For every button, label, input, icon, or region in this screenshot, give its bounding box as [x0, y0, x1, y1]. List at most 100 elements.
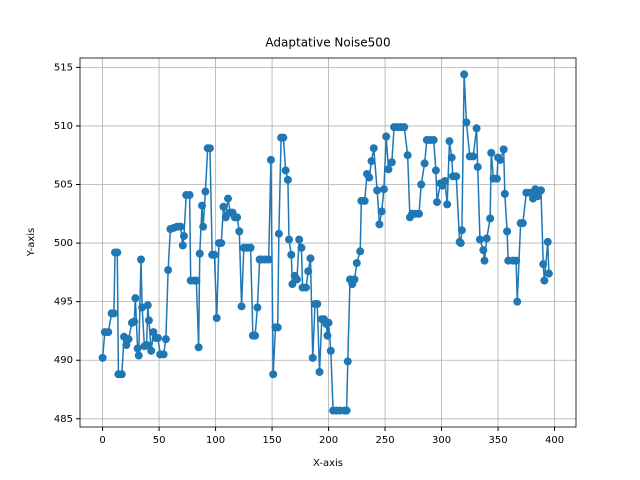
data-point: [356, 247, 365, 256]
data-point: [482, 234, 491, 243]
data-point: [205, 144, 214, 153]
data-point: [326, 346, 335, 355]
data-point: [185, 191, 194, 200]
data-point: [98, 353, 107, 362]
y-tick-label: 515: [54, 62, 73, 73]
data-point: [281, 166, 290, 175]
y-tick-label: 495: [54, 297, 73, 308]
x-tick-label: 400: [545, 435, 564, 446]
data-point: [279, 133, 288, 142]
data-point: [518, 219, 527, 228]
data-point: [479, 246, 488, 255]
data-point: [301, 283, 310, 292]
x-tick-label: 250: [376, 435, 395, 446]
data-point: [251, 331, 260, 340]
data-point: [287, 250, 296, 259]
data-point: [533, 192, 542, 201]
data-point: [133, 344, 142, 353]
data-point: [350, 275, 359, 284]
data-point: [295, 235, 304, 244]
data-point: [210, 250, 219, 259]
y-tick-label: 485: [54, 414, 73, 425]
data-point: [147, 346, 156, 355]
data-point: [462, 118, 471, 127]
data-point: [304, 267, 313, 276]
data-point: [384, 165, 393, 174]
data-point: [539, 260, 548, 269]
data-point: [109, 309, 118, 318]
data-point: [179, 232, 188, 241]
data-point: [266, 155, 275, 164]
data-point: [373, 186, 382, 195]
data-point: [246, 243, 255, 252]
x-tick-label: 350: [488, 435, 507, 446]
data-point: [134, 351, 143, 360]
x-tick-label: 0: [99, 435, 105, 446]
data-point: [503, 227, 512, 236]
data-point: [429, 136, 438, 144]
data-point: [480, 256, 489, 265]
data-point: [472, 124, 481, 133]
data-point: [460, 70, 469, 79]
data-point: [292, 275, 301, 284]
data-point: [512, 256, 521, 265]
y-tick-label: 505: [54, 180, 73, 191]
data-point: [473, 162, 482, 171]
data-point: [365, 173, 374, 182]
plot-frame: [79, 57, 577, 428]
data-point: [315, 367, 324, 376]
data-point: [475, 235, 484, 244]
data-point: [137, 255, 146, 264]
data-point: [447, 153, 456, 162]
x-tick-label: 200: [319, 435, 338, 446]
data-point: [153, 333, 162, 342]
data-point: [192, 276, 201, 285]
data-point: [144, 316, 153, 325]
data-point: [161, 335, 170, 344]
data-point: [308, 353, 317, 362]
x-axis-label: X-axis: [313, 458, 343, 469]
y-tick-label: 490: [54, 355, 73, 366]
data-point: [343, 357, 352, 366]
data-point: [176, 222, 185, 231]
data-point: [253, 303, 262, 312]
data-point: [456, 239, 465, 248]
data-point: [233, 213, 242, 222]
data-point: [544, 269, 553, 278]
data-point: [500, 189, 509, 198]
data-point: [217, 239, 226, 248]
y-tick-label: 510: [54, 121, 73, 132]
data-point: [285, 235, 294, 244]
x-tick-label: 150: [263, 435, 282, 446]
data-point: [487, 148, 496, 157]
data-point: [113, 248, 122, 257]
data-point: [513, 297, 522, 306]
y-axis-label: Y-axis: [26, 228, 37, 258]
data-point: [264, 255, 273, 264]
data-point: [219, 202, 228, 211]
data-point: [369, 144, 378, 153]
data-point: [417, 180, 426, 189]
data-point: [379, 185, 388, 194]
data-point: [360, 196, 369, 205]
data-point: [283, 175, 292, 184]
data-point: [536, 186, 545, 195]
data-point: [375, 220, 384, 229]
data-point: [342, 406, 351, 415]
chart-title: Adaptative Noise500: [265, 36, 390, 50]
data-point: [496, 155, 505, 164]
data-point: [431, 166, 440, 175]
data-point: [164, 266, 173, 275]
x-tick-label: 300: [432, 435, 451, 446]
data-point: [269, 370, 278, 379]
data-point: [543, 237, 552, 246]
data-point: [403, 151, 412, 160]
data-point: [224, 194, 233, 203]
data-point: [387, 158, 396, 167]
data-point: [104, 328, 113, 337]
data-point: [382, 132, 391, 141]
data-point: [414, 209, 423, 218]
data-point: [131, 294, 140, 303]
data-point: [499, 145, 508, 154]
